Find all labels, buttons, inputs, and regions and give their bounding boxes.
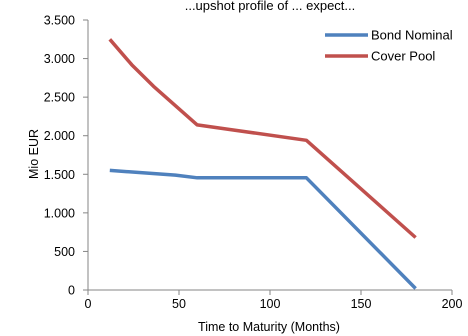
x-tick-label: 50 — [172, 297, 186, 311]
legend: Bond Nominal Cover Pool — [325, 28, 453, 64]
y-tick-label: 1.500 — [44, 168, 75, 182]
y-axis-label: Mio EUR — [27, 129, 41, 179]
y-tick-label: 2.000 — [44, 129, 75, 143]
y-tick-label: 500 — [54, 245, 75, 259]
series-line-cover-pool — [108, 38, 417, 239]
y-tick-label: 0 — [68, 284, 75, 298]
x-tick-label: 0 — [85, 297, 92, 311]
chart-title: ...upshot profile of ... expect... — [185, 0, 356, 13]
x-axis-label: Time to Maturity (Months) — [198, 320, 340, 334]
x-axis: 0 50 100 150 200 — [85, 289, 463, 311]
y-axis: 0 500 1.000 1.500 2.000 2.500 3.000 3.500 — [44, 14, 89, 298]
y-tick-label: 3.500 — [44, 14, 75, 28]
x-tick-label: 200 — [442, 297, 463, 311]
series-line-bond-nominal — [109, 168, 417, 290]
y-tick-label: 1.000 — [44, 206, 75, 220]
series-lines — [108, 38, 417, 290]
legend-label: Cover Pool — [371, 49, 435, 64]
x-tick-label: 150 — [351, 297, 372, 311]
y-tick-label: 3.000 — [44, 52, 75, 66]
legend-label: Bond Nominal — [371, 28, 453, 43]
y-tick-label: 2.500 — [44, 91, 75, 105]
x-tick-label: 100 — [260, 297, 281, 311]
